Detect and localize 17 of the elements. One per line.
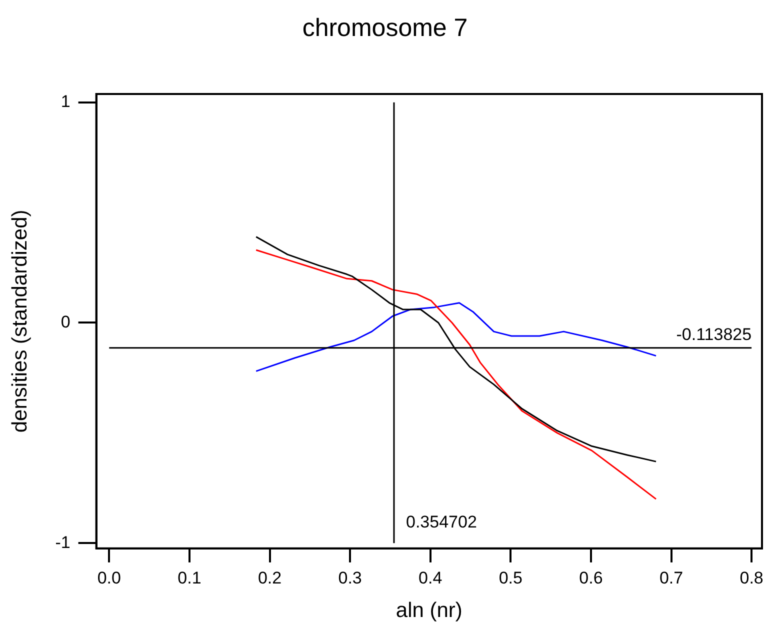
y-axis-title: densities (standardized) — [8, 210, 32, 433]
ref-line-label: 0.354702 — [406, 512, 477, 532]
y-tick-label: 0 — [60, 312, 70, 332]
ref-line-label: -0.113825 — [676, 325, 752, 344]
x-tick-label: 0.5 — [498, 568, 522, 588]
x-axis-title: aln (nr) — [396, 599, 462, 622]
x-tick-label: 0.0 — [97, 568, 121, 588]
x-tick-label: 0.4 — [418, 568, 442, 588]
x-tick-label: 0.3 — [338, 568, 362, 588]
x-tick-label: 0.2 — [258, 568, 282, 588]
chart-title: chromosome 7 — [302, 14, 468, 42]
x-tick-label: 0.6 — [579, 568, 603, 588]
y-tick-label: 1 — [60, 92, 70, 112]
x-tick-label: 0.7 — [659, 568, 684, 588]
y-tick-label: -1 — [55, 532, 70, 552]
x-tick-label: 0.8 — [740, 568, 764, 588]
x-tick-label: 0.1 — [178, 568, 202, 588]
